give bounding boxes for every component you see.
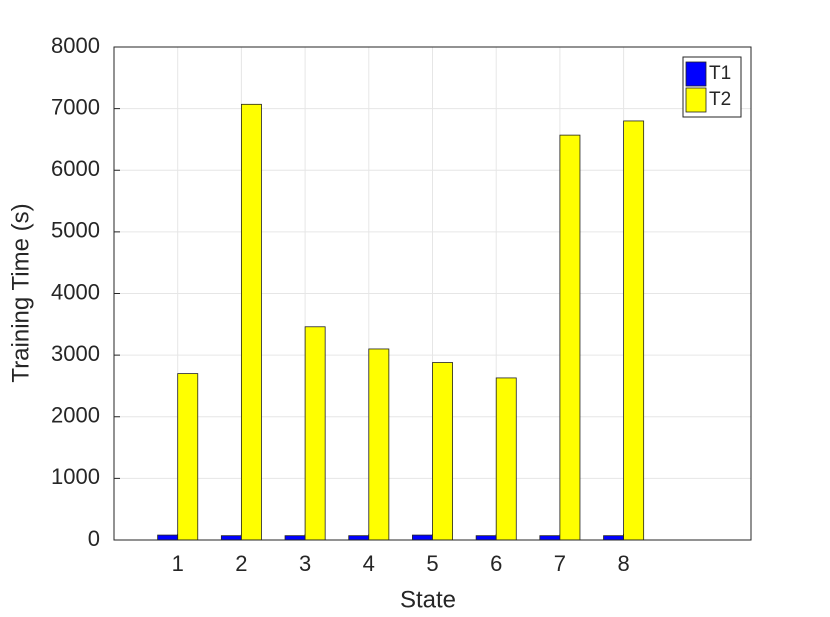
plot-frame (113, 46, 752, 541)
bar (284, 535, 306, 541)
x-tick-label: 4 (363, 551, 375, 576)
bar (603, 535, 624, 541)
bar (559, 134, 581, 541)
legend-label: T2 (709, 89, 731, 110)
y-tick-label: 8000 (51, 33, 100, 58)
bar (539, 535, 561, 541)
bar (348, 535, 370, 541)
y-tick-label: 2000 (51, 403, 100, 428)
bar (220, 535, 242, 541)
bar (412, 534, 433, 541)
y-axis-label: Training Time (s) (7, 203, 34, 382)
bar (240, 103, 262, 541)
bar (157, 534, 179, 541)
bar (623, 120, 645, 541)
x-axis-label: State (400, 586, 456, 613)
y-tick-label: 6000 (51, 156, 100, 181)
x-tick-label: 5 (426, 551, 438, 576)
y-tick-label: 5000 (51, 218, 100, 243)
bar (432, 362, 453, 541)
y-tick-label: 7000 (51, 94, 100, 119)
y-tick-label: 4000 (51, 279, 100, 304)
x-tick-label: 6 (490, 551, 502, 576)
x-tick-label: 2 (235, 551, 247, 576)
bar (304, 326, 326, 541)
x-tick-label: 1 (172, 551, 184, 576)
bar (475, 535, 497, 541)
legend-label: T1 (709, 63, 731, 84)
legend-swatch (685, 87, 707, 113)
bar (368, 348, 390, 541)
y-tick-label: 0 (88, 526, 100, 551)
y-tick-label: 1000 (51, 464, 100, 489)
x-tick-label: 7 (554, 551, 566, 576)
x-tick-label: 3 (299, 551, 311, 576)
bar (177, 373, 199, 541)
bar (495, 377, 517, 541)
y-tick-label: 3000 (51, 341, 100, 366)
x-tick-label: 8 (617, 551, 629, 576)
legend-swatch (685, 61, 707, 87)
